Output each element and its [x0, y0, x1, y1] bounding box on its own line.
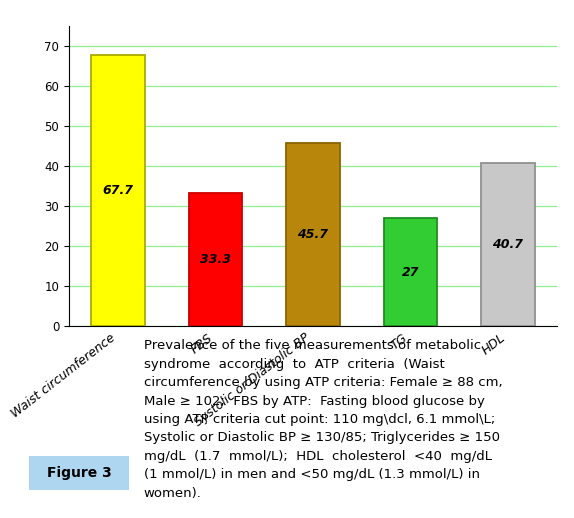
Text: 67.7: 67.7	[102, 184, 133, 197]
Text: 27: 27	[402, 266, 419, 279]
Bar	[188, 193, 242, 326]
Text: syndrome  according  to  ATP  criteria  (Waist: syndrome according to ATP criteria (Wais…	[144, 358, 444, 371]
FancyBboxPatch shape	[29, 456, 129, 490]
Bar	[383, 218, 437, 326]
Text: mg/dL  (1.7  mmol/L);  HDL  cholesterol  <40  mg/dL: mg/dL (1.7 mmol/L); HDL cholesterol <40 …	[144, 450, 491, 463]
Text: Systolic or Diastolic BP ≥ 130/85; Triglycerides ≥ 150: Systolic or Diastolic BP ≥ 130/85; Trigl…	[144, 431, 499, 444]
Text: 40.7: 40.7	[492, 238, 523, 251]
Text: Male ≥ 102;  FBS by ATP:  Fasting blood glucose by: Male ≥ 102; FBS by ATP: Fasting blood gl…	[144, 395, 484, 408]
Text: 33.3: 33.3	[200, 253, 231, 266]
Bar	[481, 163, 534, 326]
Text: Figure 3: Figure 3	[46, 466, 111, 480]
Text: (1 mmol/L) in men and <50 mg/dL (1.3 mmol/L) in: (1 mmol/L) in men and <50 mg/dL (1.3 mmo…	[144, 468, 479, 481]
Text: circumference by using ATP criteria: Female ≥ 88 cm,: circumference by using ATP criteria: Fem…	[144, 376, 502, 389]
Text: 45.7: 45.7	[297, 228, 328, 241]
Bar	[286, 143, 340, 326]
Text: women).: women).	[144, 486, 201, 500]
Text: using ATP criteria cut point: 110 mg\dcl, 6.1 mmol\L;: using ATP criteria cut point: 110 mg\dcl…	[144, 413, 495, 426]
Bar	[91, 55, 145, 326]
Text: Prevalence of the five measurements of metabolic: Prevalence of the five measurements of m…	[144, 339, 480, 352]
